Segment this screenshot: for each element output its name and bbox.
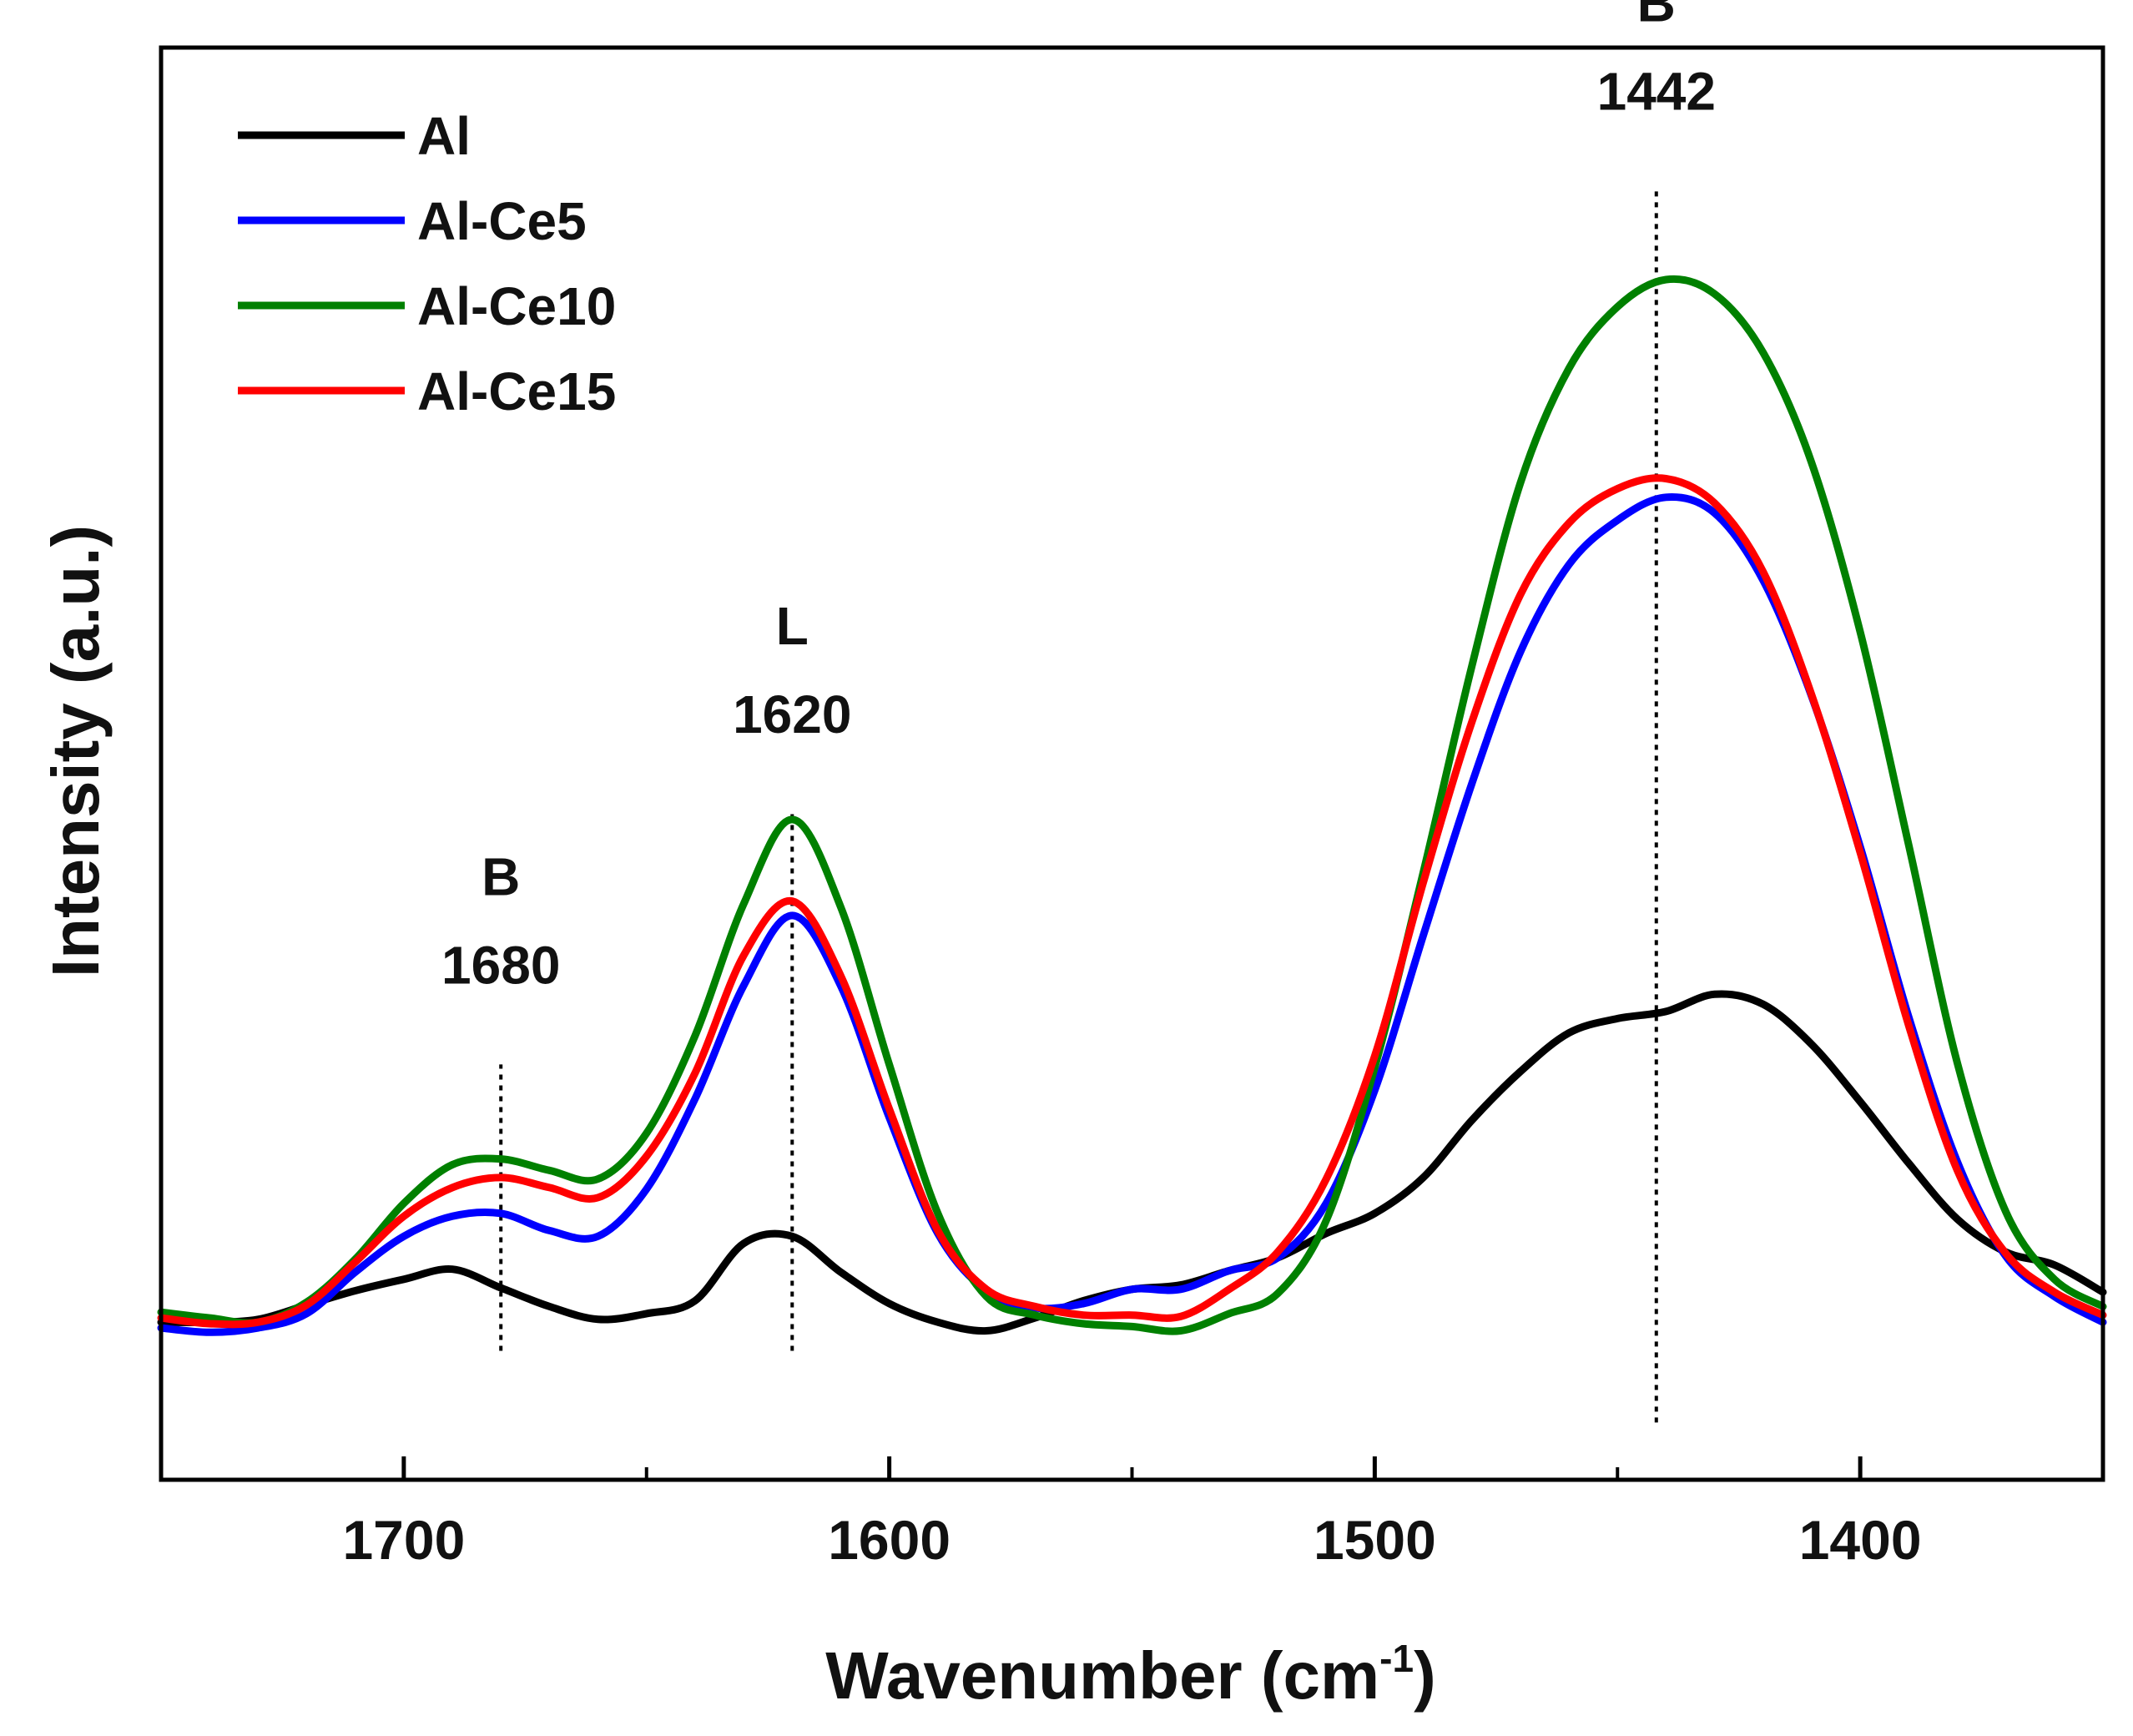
x-axis-title-main: Wavenumber (cm	[825, 1638, 1379, 1713]
annotation-letter-1620: L	[776, 596, 809, 656]
annotation-value-1620: 1620	[733, 684, 851, 744]
x-tick-label-1700: 1700	[342, 1509, 465, 1571]
legend: Al Al-Ce5 Al-Ce10 Al-Ce15	[238, 106, 616, 421]
x-axis-title-superscript: -1	[1379, 1637, 1414, 1680]
x-tick-label-1600: 1600	[828, 1509, 951, 1571]
legend-label-al: Al	[417, 106, 471, 166]
y-axis-title: Intensity (a.u.)	[38, 525, 113, 977]
annotation-letter-1442: B	[1637, 0, 1676, 33]
series-lines	[157, 275, 2107, 1336]
series-line-al-ce10	[157, 275, 2107, 1335]
x-tick-label-1500: 1500	[1314, 1509, 1436, 1571]
annotation-value-1442: 1442	[1597, 62, 1716, 122]
legend-label-al-ce15: Al-Ce15	[417, 361, 616, 421]
series-line-al-ce15	[157, 474, 2107, 1329]
x-axis-title-close: )	[1414, 1638, 1436, 1713]
x-axis-title: Wavenumber (cm-1)	[825, 1637, 1435, 1713]
x-tick-label-1400: 1400	[1799, 1509, 1922, 1571]
legend-label-al-ce10: Al-Ce10	[417, 276, 616, 336]
annotation-value-1680: 1680	[441, 935, 560, 995]
legend-label-al-ce5: Al-Ce5	[417, 191, 587, 251]
annotation-letter-1680: B	[482, 846, 520, 906]
x-axis-ticks: 1700 1600 1500 1400	[342, 1456, 1922, 1571]
peak-annotations: 1680 B 1620 L 1442 B	[441, 0, 1716, 1423]
